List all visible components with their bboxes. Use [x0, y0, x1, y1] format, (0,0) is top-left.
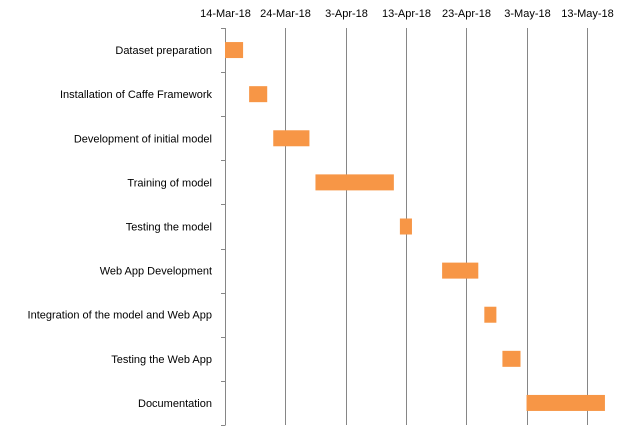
task-bar: [225, 42, 244, 59]
date-tick-labels: 14-Mar-18 24-Mar-18 3-Apr-18 13-Apr-18 23-Ap…: [200, 8, 614, 20]
task-label: Testing the model: [126, 222, 212, 234]
category-axis: [221, 28, 226, 426]
task-label: Documentation: [138, 398, 212, 410]
x-tick-label: 3-Apr-18: [325, 8, 368, 20]
task-label: Testing the Web App: [111, 354, 212, 366]
gridlines: [285, 28, 588, 425]
task-bar: [273, 130, 310, 147]
task-label: Web App Development: [100, 266, 212, 278]
x-tick-label: 3-May-18: [504, 8, 550, 20]
task-label: Installation of Caffe Framework: [60, 89, 213, 101]
task-label: Training of model: [127, 177, 212, 189]
task-bar: [315, 174, 394, 191]
task-bars: [225, 42, 605, 411]
task-label: Dataset preparation: [115, 45, 212, 57]
x-tick-label: 24-Mar-18: [260, 8, 311, 20]
x-tick-label: 23-Apr-18: [442, 8, 491, 20]
x-tick-label: 13-Apr-18: [382, 8, 431, 20]
task-label: Development of initial model: [74, 133, 212, 145]
task-bar: [249, 86, 268, 103]
task-bar: [484, 306, 497, 323]
task-bar: [442, 262, 479, 279]
task-label: Integration of the model and Web App: [28, 310, 212, 322]
x-tick-label: 13-May-18: [561, 8, 614, 20]
task-bar: [399, 218, 412, 235]
task-labels: Dataset preparation Installation of Caffe…: [28, 45, 213, 410]
task-bar: [502, 350, 521, 367]
task-bar: [526, 394, 605, 411]
x-tick-label: 14-Mar-18: [200, 8, 251, 20]
